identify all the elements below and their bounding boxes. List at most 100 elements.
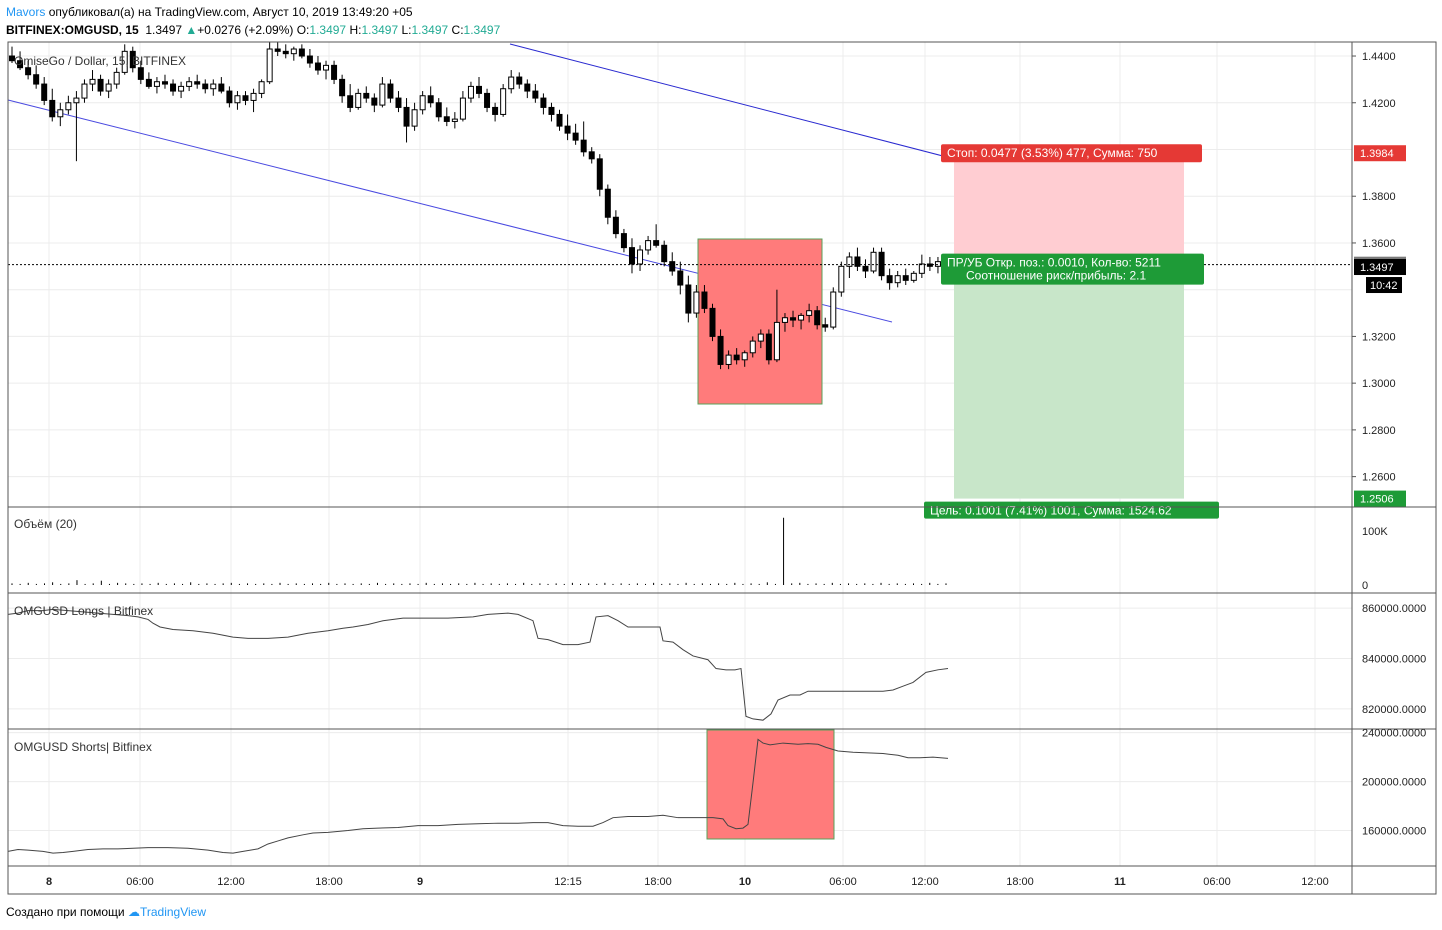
candle-body bbox=[121, 50, 128, 73]
candle-body bbox=[323, 64, 330, 71]
stop-price-tag: 1.3984 bbox=[1360, 148, 1394, 160]
candle-body bbox=[137, 67, 144, 80]
position-tool[interactable] bbox=[954, 153, 1184, 499]
footer-text: Создано при помощи bbox=[6, 905, 125, 919]
shorts-tick-label: 240000.0000 bbox=[1362, 728, 1426, 740]
candle-body bbox=[693, 291, 700, 314]
candle-body bbox=[588, 151, 595, 160]
candle-body bbox=[709, 307, 716, 337]
candle-body bbox=[170, 83, 177, 92]
longs-tick-label: 840000.0000 bbox=[1362, 653, 1426, 665]
candle-body bbox=[524, 83, 531, 92]
symbol-bar: BITFINEX:OMGUSD, 15 1.3497 ▲+0.0276 (+2.… bbox=[6, 22, 500, 38]
candle-body bbox=[508, 76, 515, 90]
candle-body bbox=[266, 48, 273, 83]
tradingview-link[interactable]: TradingView bbox=[139, 905, 207, 919]
candle-body bbox=[306, 55, 313, 64]
candle-body bbox=[49, 99, 56, 118]
candle-body bbox=[822, 324, 829, 328]
candle-body bbox=[218, 83, 225, 92]
candle-body bbox=[25, 67, 32, 76]
stop-zone[interactable] bbox=[954, 153, 1184, 265]
candle-body bbox=[57, 109, 64, 118]
candle-body bbox=[290, 48, 297, 55]
candle-body bbox=[612, 216, 619, 235]
candle-body bbox=[371, 97, 378, 106]
candle-body bbox=[854, 256, 861, 267]
symbol-label[interactable]: BITFINEX:OMGUSD, 15 bbox=[6, 23, 139, 37]
volume-bars bbox=[11, 517, 947, 585]
open-value: 1.3497 bbox=[309, 23, 347, 37]
candle-body bbox=[628, 247, 635, 265]
x-tick-label: 9 bbox=[417, 876, 423, 888]
outer-frame bbox=[7, 41, 1437, 895]
candles bbox=[9, 42, 949, 370]
longs-series-line bbox=[7, 608, 949, 721]
pnl-label[interactable]: ПР/УБ Откр. поз.: 0.0010, Кол-во: 5211 bbox=[947, 256, 1161, 270]
x-tick-label: 12:00 bbox=[217, 876, 245, 888]
countdown-tag: 10:42 bbox=[1370, 280, 1398, 292]
candle-body bbox=[620, 233, 627, 249]
candle-body bbox=[379, 83, 386, 106]
candle-body bbox=[419, 95, 426, 111]
highlight-box-shorts bbox=[706, 729, 835, 840]
low-value: 1.3497 bbox=[411, 23, 449, 37]
candle-body bbox=[814, 310, 821, 326]
candle-body bbox=[476, 85, 482, 94]
candle-body bbox=[564, 125, 571, 134]
low-label: L: bbox=[401, 23, 412, 37]
upper-trendline bbox=[509, 43, 1025, 178]
candle-body bbox=[918, 263, 925, 274]
price-change: +0.0276 (+2.09%) bbox=[197, 23, 294, 37]
candle-body bbox=[725, 354, 732, 365]
stop-label-bg bbox=[941, 144, 1202, 163]
candle-body bbox=[451, 118, 458, 122]
candle-body bbox=[250, 92, 257, 101]
tradingview-logo-icon: ☁ bbox=[127, 905, 140, 919]
close-label: C: bbox=[451, 23, 464, 37]
highlight-boxes bbox=[697, 238, 835, 840]
candle-body bbox=[41, 83, 48, 101]
countdown-bg bbox=[1366, 277, 1402, 294]
candle-body bbox=[580, 139, 587, 153]
candle-body bbox=[669, 261, 676, 272]
candle-body bbox=[73, 97, 80, 104]
volume-pane-title: Объём (20) bbox=[14, 517, 77, 531]
volume-tick-label: 100K bbox=[1362, 526, 1388, 538]
x-tick-label: 06:00 bbox=[126, 876, 154, 888]
candle-body bbox=[556, 113, 563, 127]
pane-frames bbox=[7, 41, 1437, 895]
candle-body bbox=[798, 314, 805, 321]
candle-body bbox=[161, 81, 168, 85]
y-tick-label: 1.4400 bbox=[1362, 51, 1396, 63]
candle-body bbox=[540, 97, 547, 108]
candle-body bbox=[862, 265, 869, 272]
y-tick-label: 1.3800 bbox=[1362, 191, 1396, 203]
footer: Создано при помощи ☁TradingView bbox=[6, 904, 206, 920]
candle-body bbox=[870, 251, 877, 272]
axis-labels: 1.4400 1.4200 1.3800 1.3600 1.3200 1.3000 1.28… bbox=[46, 51, 1426, 888]
candle-body bbox=[65, 102, 72, 111]
open-label: O: bbox=[296, 23, 310, 37]
target-zone[interactable] bbox=[954, 264, 1184, 499]
chart-canvas[interactable]: Стоп: 0.0477 (3.53%) 477, Сумма: 750 ПР/… bbox=[0, 0, 1442, 900]
candle-body bbox=[733, 354, 740, 361]
target-label[interactable]: Цель: 0.1001 (7.41%) 1001, Сумма: 1524.6… bbox=[930, 504, 1172, 518]
candle-body bbox=[516, 76, 523, 85]
candle-body bbox=[661, 244, 668, 263]
stop-label[interactable]: Стоп: 0.0477 (3.53%) 477, Сумма: 750 bbox=[947, 146, 1158, 160]
candle-body bbox=[459, 97, 466, 120]
ratio-label[interactable]: Соотношение риск/прибыль: 2.1 bbox=[966, 269, 1146, 283]
candle-body bbox=[532, 90, 539, 99]
author-name[interactable]: Mavors bbox=[6, 5, 46, 19]
candle-body bbox=[773, 321, 780, 361]
candle-body bbox=[347, 95, 354, 108]
candle-body bbox=[97, 78, 104, 92]
candle-body bbox=[685, 284, 692, 314]
volume-tick-label: 0 bbox=[1362, 580, 1368, 592]
candle-body bbox=[878, 251, 885, 277]
x-tick-label: 11 bbox=[1114, 876, 1126, 888]
x-tick-label: 06:00 bbox=[829, 876, 857, 888]
candle-body bbox=[153, 81, 160, 87]
target-price-tag: 1.2506 bbox=[1360, 494, 1394, 506]
